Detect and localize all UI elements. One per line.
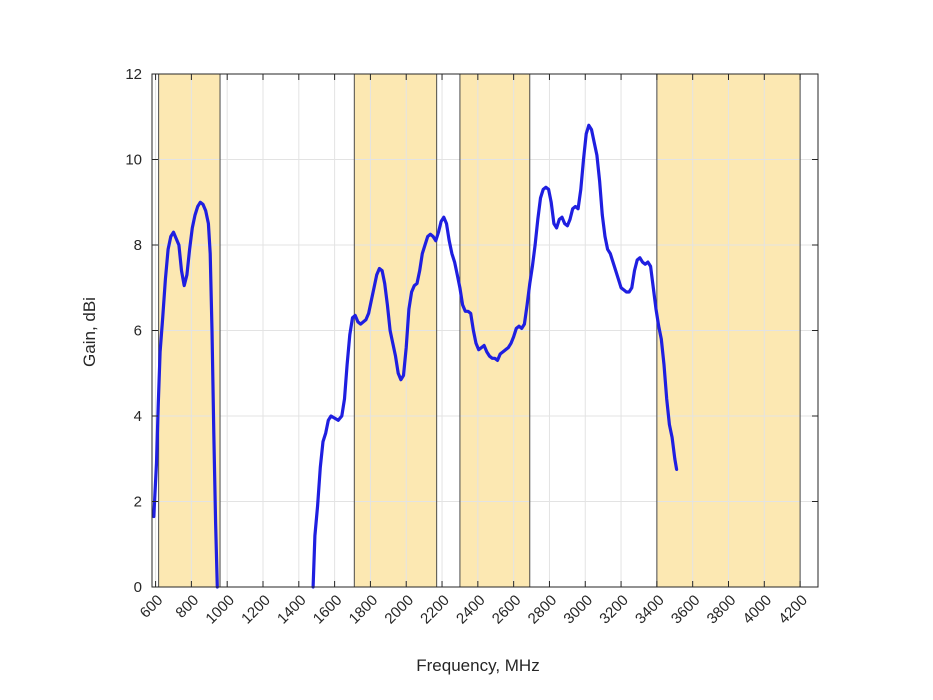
series-0-segment-1 (311, 123, 679, 589)
x-tick-label: 600 (137, 592, 167, 622)
x-tick-label: 3000 (560, 592, 596, 628)
y-tick-label: 8 (134, 237, 142, 254)
x-tick-label: 3800 (704, 592, 740, 628)
y-tick-label: 6 (134, 323, 142, 340)
x-tick-label: 1000 (202, 592, 238, 628)
x-tick-label: 1600 (310, 592, 346, 628)
series-0-segment-0 (152, 200, 219, 589)
x-tick-label: 2200 (417, 592, 453, 628)
x-tick-label: 2800 (525, 592, 561, 628)
y-tick-label: 4 (134, 408, 142, 425)
gain-series (152, 123, 679, 589)
x-tick-label: 1200 (238, 592, 274, 628)
x-tick-label: 1400 (274, 592, 310, 628)
x-tick-label: 3200 (596, 592, 632, 628)
y-tick-label: 10 (125, 152, 142, 169)
x-tick-label: 4200 (775, 592, 811, 628)
x-tick-label: 3400 (632, 592, 668, 628)
x-tick-label: 3600 (668, 592, 704, 628)
y-tick-label: 2 (134, 494, 142, 511)
band-edges (158, 74, 801, 587)
y-tick-label: 0 (134, 579, 142, 596)
y-tick-label: 12 (125, 66, 142, 83)
x-tick-label: 2400 (453, 592, 489, 628)
x-tick-label: 2600 (489, 592, 525, 628)
x-tick-label: 1800 (346, 592, 382, 628)
x-axis-label: Frequency, MHz (416, 656, 539, 675)
y-axis-label: Gain, dBi (80, 297, 99, 367)
x-tick-label: 4000 (739, 592, 775, 628)
y-axis-ticks: 0 2 4 6 8 10 12 (125, 66, 818, 596)
x-tick-label: 800 (172, 592, 202, 622)
x-tick-label: 2000 (381, 592, 417, 628)
